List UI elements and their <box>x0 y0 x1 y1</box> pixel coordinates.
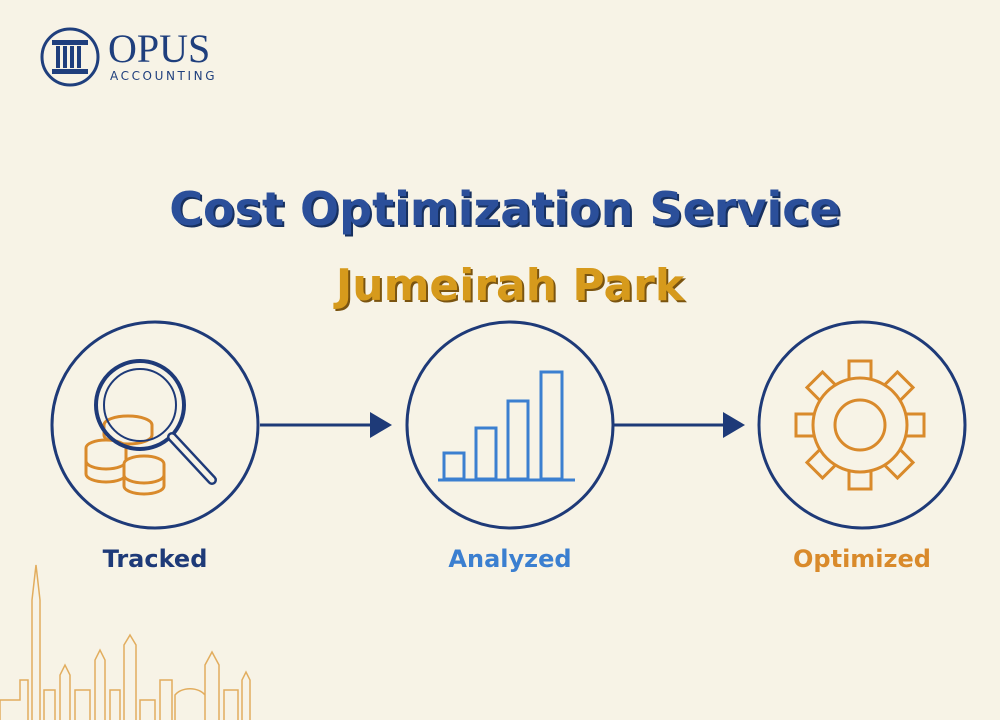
magnifier-icon <box>94 359 217 485</box>
step-label: Optimized <box>793 545 931 573</box>
subtitle: Jumeirah Park <box>333 260 686 311</box>
coins-icon <box>84 414 166 496</box>
logo-subtitle: ACCOUNTING <box>110 69 217 83</box>
logo-pillar <box>52 40 88 74</box>
arrow-head <box>723 412 745 438</box>
arrow-head <box>370 412 392 438</box>
logo: OPUS ACCOUNTING <box>40 26 217 87</box>
title: Cost Optimization Service <box>169 182 840 236</box>
bar-chart-icon <box>438 370 575 482</box>
skyline <box>0 564 251 720</box>
logo-ring <box>40 27 100 87</box>
step-circle <box>757 320 967 530</box>
step-circle <box>405 320 615 530</box>
step-label: Analyzed <box>448 545 571 573</box>
step-label: Tracked <box>103 545 208 573</box>
gear-icon <box>794 359 926 491</box>
arrows <box>260 412 745 438</box>
logo-name: OPUS <box>108 26 210 71</box>
step-circles <box>50 320 967 530</box>
step-circle <box>50 320 260 530</box>
